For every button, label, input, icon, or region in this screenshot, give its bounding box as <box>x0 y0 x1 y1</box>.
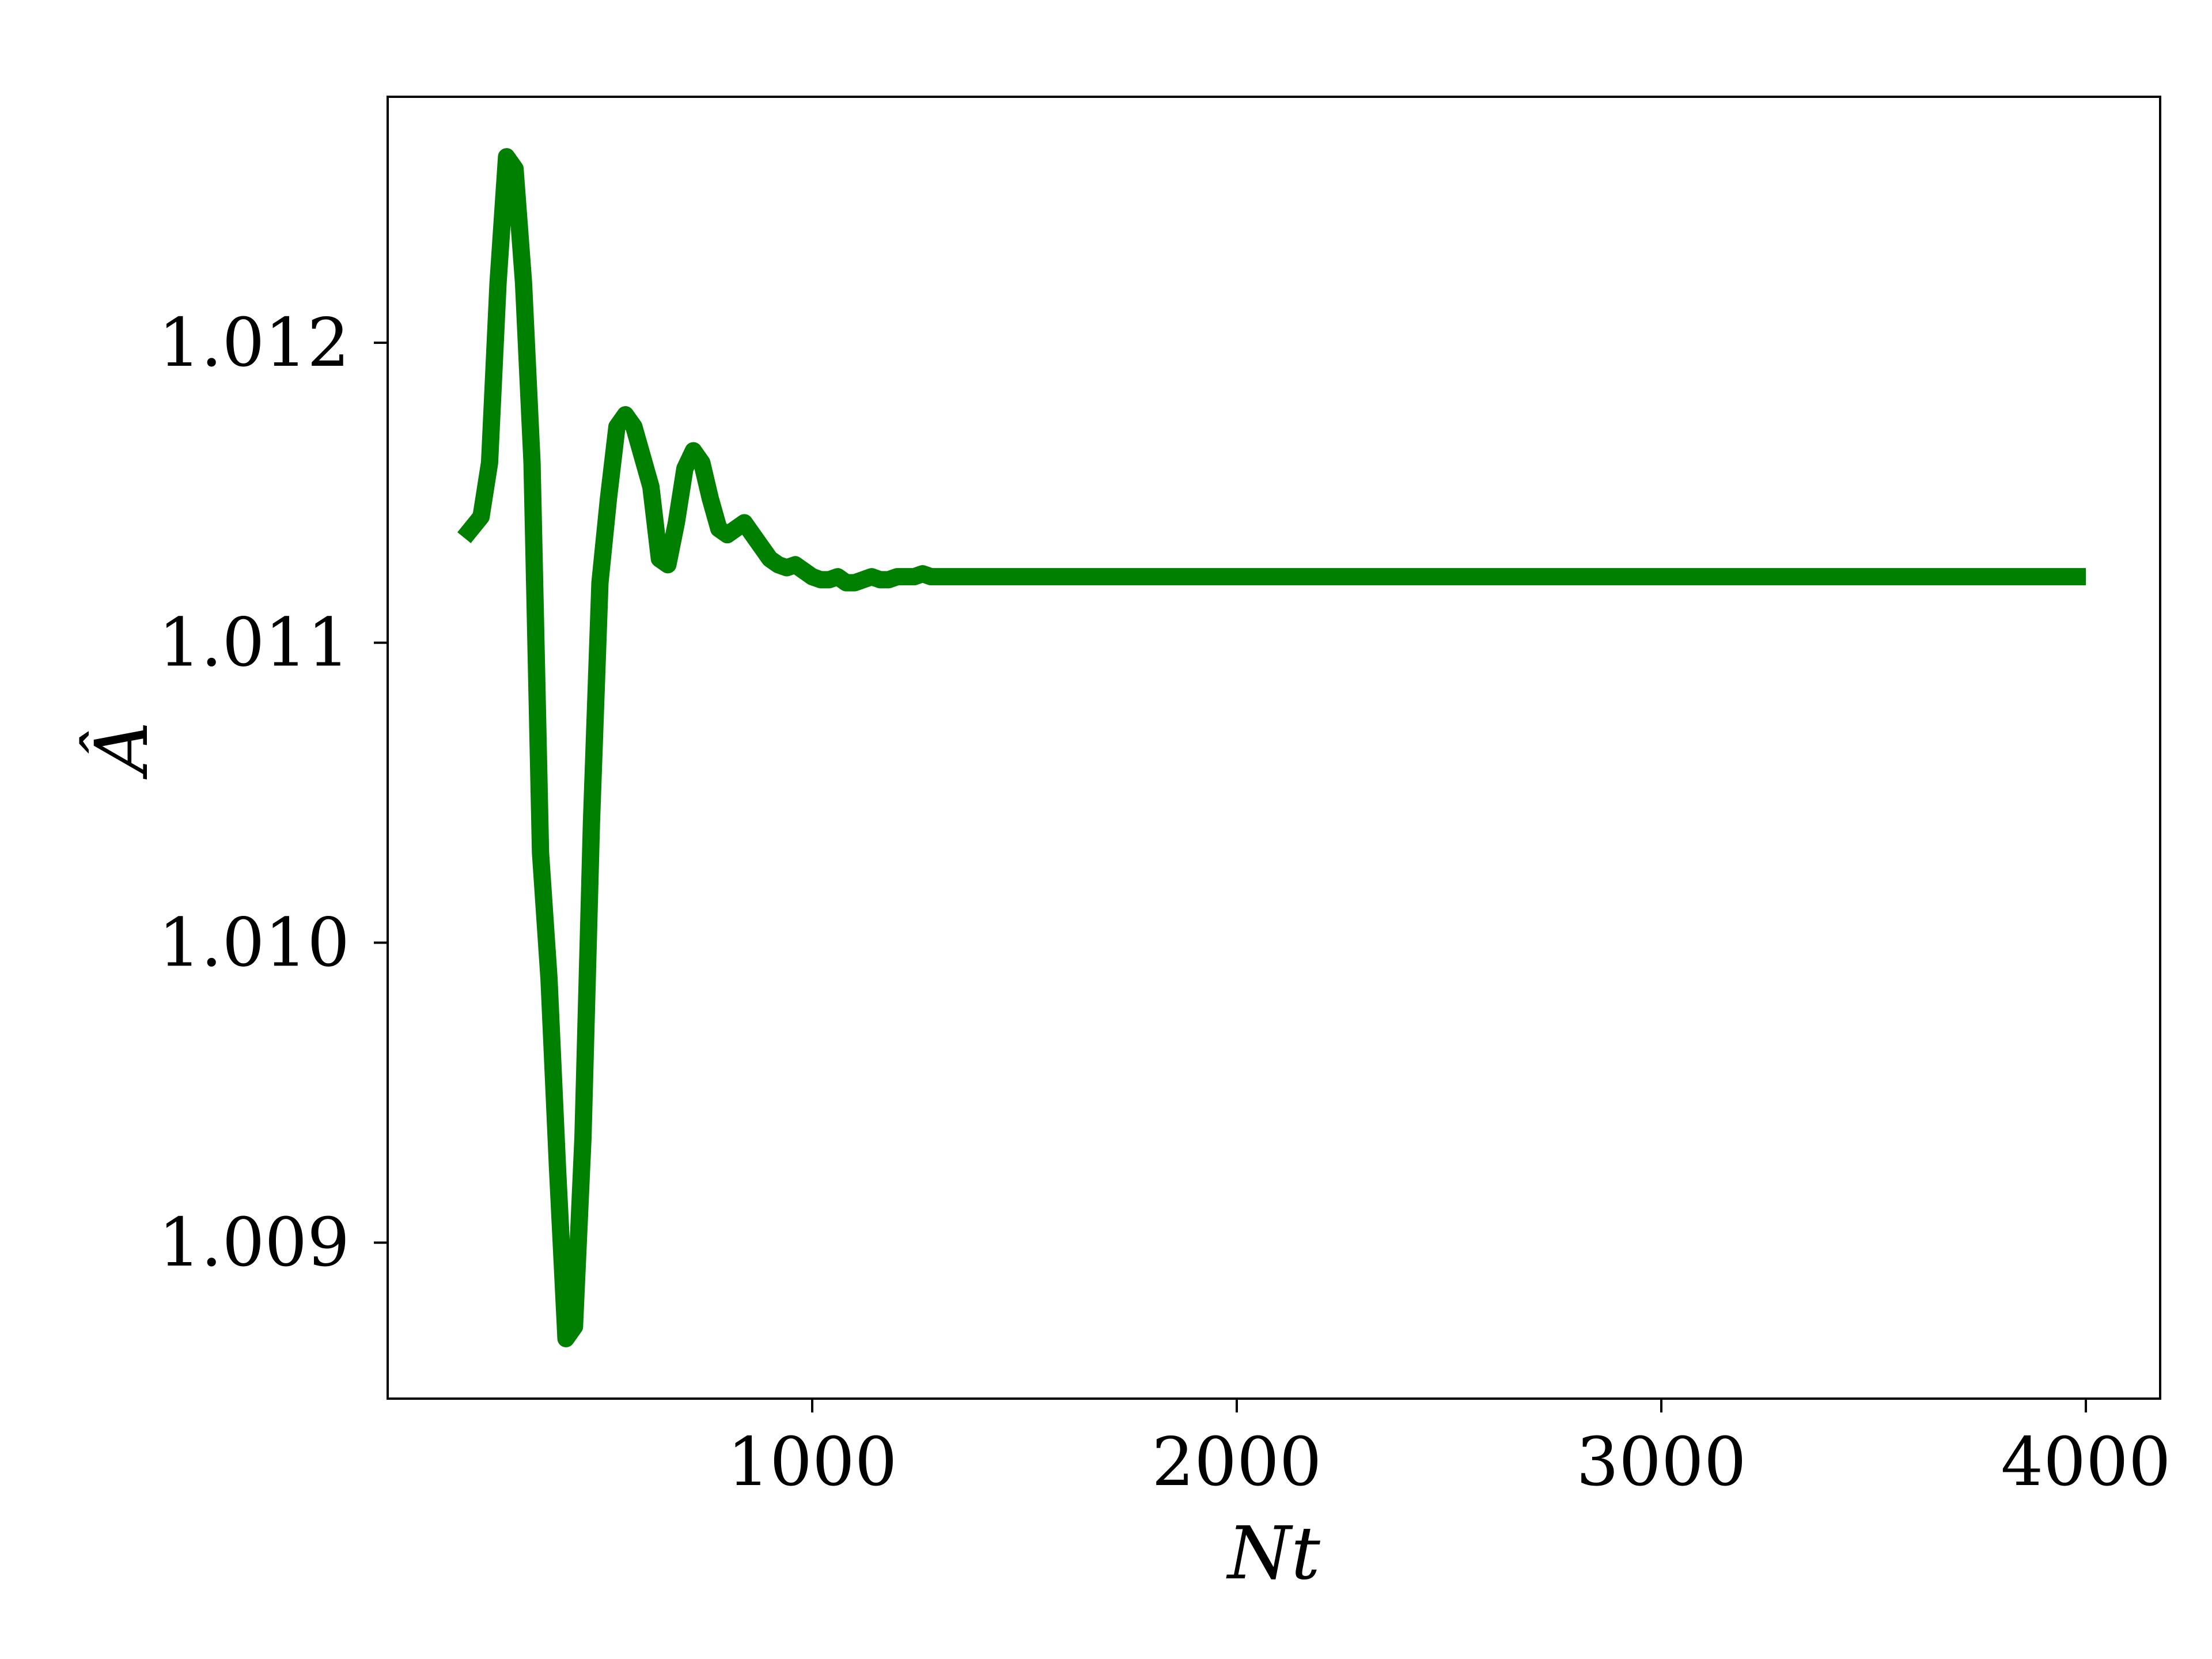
y-tick-label: 1.012 <box>158 304 350 382</box>
series-layer <box>457 148 2086 1347</box>
y-tick-label: 1.009 <box>158 1204 350 1282</box>
x-tick-label: 3000 <box>1576 1423 1746 1501</box>
y-tick-label: 1.011 <box>158 604 350 682</box>
x-tick-label: 4000 <box>2001 1423 2171 1501</box>
x-tick-label: 2000 <box>1152 1423 1321 1501</box>
x-tick-label: 1000 <box>727 1423 897 1501</box>
y-tick-label: 1.010 <box>158 904 350 982</box>
plot-frame <box>387 96 2161 1400</box>
x-axis: 1000 2000 3000 4000 <box>727 1399 2171 1501</box>
x-axis-label: Nt <box>1226 1511 1320 1596</box>
y-axis-label: Â <box>79 722 164 780</box>
y-axis: 1.009 1.010 1.011 1.012 <box>158 304 388 1282</box>
series-line <box>457 148 2086 1347</box>
